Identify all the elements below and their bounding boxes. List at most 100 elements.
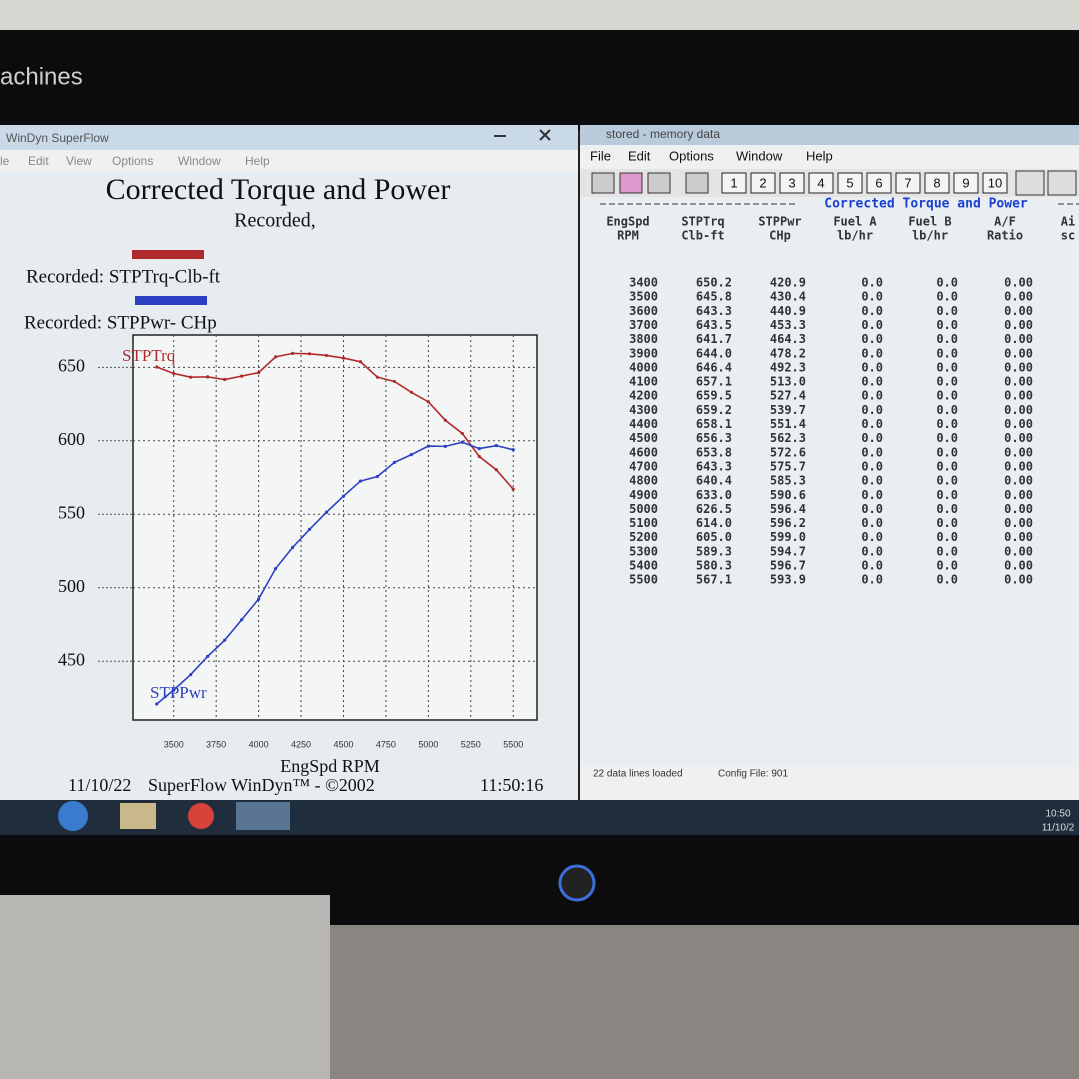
table-cell: 643.5 (696, 318, 732, 332)
table-cell: 0.00 (1004, 417, 1033, 431)
table-cell: 0.0 (936, 375, 958, 389)
toolbar-button[interactable] (721, 172, 747, 194)
menu-item[interactable]: Edit (628, 148, 651, 163)
table-cell: 0.0 (936, 290, 958, 304)
table-cell: 4200 (629, 389, 658, 403)
series-line (156, 352, 514, 490)
table-cell: 4300 (629, 403, 658, 417)
table-cell: 0.0 (861, 488, 883, 502)
menu-item[interactable]: Window (178, 154, 221, 168)
toolbar-button-label: 6 (875, 175, 882, 190)
data-point (155, 365, 159, 369)
table-cell: 0.0 (936, 318, 958, 332)
table-cell: 0.0 (936, 559, 958, 573)
table-cell: 641.7 (696, 332, 732, 346)
toolbar-button-label: 1 (730, 175, 737, 190)
power-button[interactable] (558, 864, 596, 902)
menu-item[interactable]: Help (806, 148, 833, 163)
table-cell: 5200 (629, 530, 658, 544)
menu-item[interactable]: Options (669, 148, 714, 163)
table-cell: 0.0 (936, 530, 958, 544)
toolbar-icon[interactable] (647, 172, 671, 194)
start-button[interactable] (58, 801, 88, 831)
toolbar-button-label: 5 (846, 175, 853, 190)
x-tick-label: 4000 (249, 739, 269, 749)
x-axis-label: EngSpd RPM (280, 756, 380, 776)
table-cell: 653.8 (696, 445, 732, 459)
table-cell: 420.9 (770, 276, 806, 290)
x-tick-label: 4500 (333, 739, 353, 749)
toolbar-button[interactable] (982, 172, 1008, 194)
table-cell: 0.0 (936, 332, 958, 346)
close-button[interactable] (539, 129, 551, 141)
menu-item[interactable]: Help (245, 154, 270, 168)
table-cell: 0.0 (861, 417, 883, 431)
table-cell: 562.3 (770, 431, 806, 445)
table-cell: 4400 (629, 417, 658, 431)
menu-item[interactable]: Options (112, 154, 153, 168)
data-point (426, 400, 430, 404)
toolbar-button[interactable] (866, 172, 892, 194)
data-point (443, 444, 447, 448)
table-cell: 0.0 (936, 346, 958, 360)
table-cell: 5500 (629, 573, 658, 587)
table-cell: 0.0 (861, 445, 883, 459)
window-title: WinDyn SuperFlow (6, 131, 109, 145)
table-cell: 440.9 (770, 304, 806, 318)
column-header: EngSpd (606, 215, 649, 229)
table-cell: 614.0 (696, 516, 732, 530)
data-point (443, 418, 447, 422)
toolbar-button[interactable] (750, 172, 776, 194)
toolbar-button[interactable] (779, 172, 805, 194)
x-tick-label: 4250 (291, 739, 311, 749)
toolbar-icon[interactable] (591, 172, 615, 194)
table-cell: 0.0 (936, 516, 958, 530)
data-point (477, 446, 481, 451)
taskbar-app[interactable] (120, 803, 156, 829)
menu-item[interactable]: File (590, 148, 611, 163)
menu-item[interactable]: View (66, 154, 92, 168)
column-header: Ai (1061, 215, 1075, 229)
table-cell: 590.6 (770, 488, 806, 502)
taskbar-app[interactable] (236, 802, 290, 830)
menu-item[interactable]: le (0, 154, 10, 168)
table-cell: 4900 (629, 488, 658, 502)
data-point (477, 454, 481, 459)
table-cell: 0.00 (1004, 431, 1033, 445)
toolbar-icon[interactable] (1015, 170, 1045, 196)
toolbar-button[interactable] (808, 172, 834, 194)
table-cell: 0.00 (1004, 474, 1033, 488)
data-point (273, 355, 278, 359)
toolbar-button-label: 8 (933, 175, 940, 190)
toolbar-button[interactable] (953, 172, 979, 194)
column-header: lb/hr (912, 229, 948, 243)
menu-item[interactable]: Window (736, 148, 783, 163)
column-header: Clb-ft (681, 229, 724, 243)
taskbar-app[interactable] (188, 803, 214, 829)
toolbar-icon[interactable] (619, 172, 643, 194)
toolbar-icon[interactable] (1047, 170, 1077, 196)
table-cell: 0.00 (1004, 403, 1033, 417)
table-cell: 0.00 (1004, 276, 1033, 290)
table-cell: 0.0 (861, 332, 883, 346)
table-cell: 657.1 (696, 375, 732, 389)
data-point (409, 453, 413, 457)
column-header: sc (1061, 229, 1075, 243)
table-cell: 0.0 (861, 502, 883, 516)
data-point (409, 390, 413, 394)
table-cell: 3800 (629, 332, 658, 346)
table-cell: 626.5 (696, 502, 732, 516)
data-point (358, 360, 363, 364)
table-cell: 3500 (629, 290, 658, 304)
toolbar-icon[interactable] (685, 172, 709, 194)
data-point (240, 374, 244, 378)
toolbar-button[interactable] (837, 172, 863, 194)
table-cell: 0.0 (861, 403, 883, 417)
footer-date: 11/10/22 (68, 775, 131, 795)
table-cell: 0.0 (861, 431, 883, 445)
toolbar-button[interactable] (895, 172, 921, 194)
menu-item[interactable]: Edit (28, 154, 49, 168)
table-cell: 0.0 (936, 417, 958, 431)
toolbar-button[interactable] (924, 172, 950, 194)
